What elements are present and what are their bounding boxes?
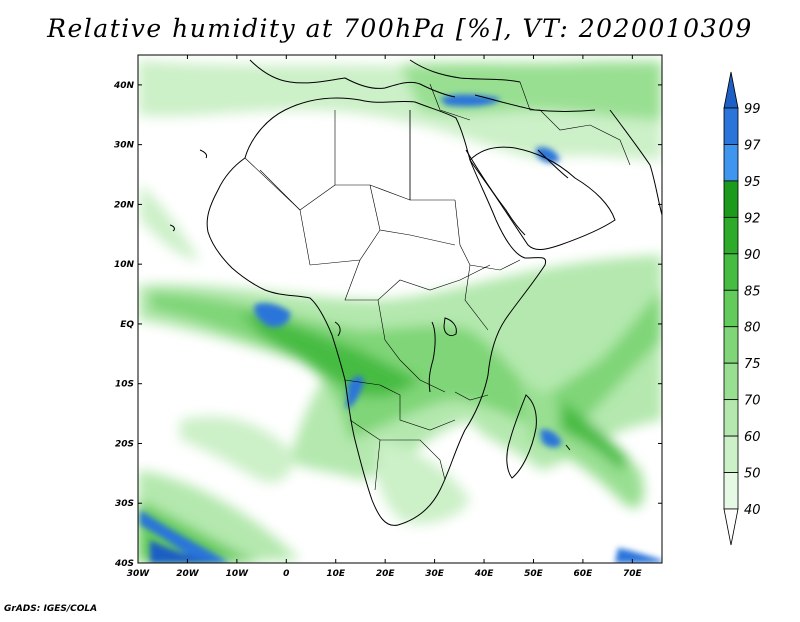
longitude-axis: 30W 20W 10W 0 10E 20E 30E 40E 50E 60E 70E [127, 55, 643, 579]
colorbar-level-label: 40 [744, 503, 761, 518]
lat-tick-label: 20N [114, 200, 135, 210]
colorbar-level-label: 70 [744, 394, 761, 409]
lon-tick-label: 10W [226, 569, 250, 579]
colorbar-swatch [723, 253, 739, 291]
colorbar-swatch [723, 107, 739, 145]
lat-tick-label: 30N [114, 141, 135, 151]
colorbar-swatch [723, 399, 739, 437]
coastlines [169, 59, 662, 526]
lon-tick-label: 40E [474, 569, 495, 579]
colorbar-swatch [723, 435, 739, 473]
colorbar-level-label: 80 [744, 321, 761, 336]
lon-tick-label: 10E [326, 569, 346, 579]
lon-tick-label: 50E [524, 569, 544, 579]
colorbar-swatch [723, 216, 739, 255]
latitude-axis: 40N 30N 20N 10N EQ 10S 20S 30S 40S [113, 81, 662, 569]
lat-tick-label: 10S [115, 380, 134, 390]
colorbar-bottom-arrow [723, 508, 739, 546]
lat-tick-label: 20S [115, 439, 134, 449]
lon-tick-label: 60E [574, 569, 594, 579]
colorbar-level-label: 99 [744, 102, 761, 117]
map-title: Relative humidity at 700hPa [%], VT: 202… [47, 14, 753, 43]
lon-tick-label: 0 [283, 569, 289, 579]
colorbar: 40 50 60 70 75 80 85 90 92 95 97 99 [723, 71, 761, 546]
lat-tick-label: 40N [113, 81, 135, 91]
lat-tick-label: 40S [114, 559, 134, 569]
map-frame [137, 54, 663, 564]
colorbar-swatch [723, 144, 739, 182]
lon-tick-label: 20E [376, 569, 396, 579]
colorbar-level-label: 50 [744, 467, 761, 482]
colorbar-level-label: 92 [744, 211, 761, 226]
lat-tick-label: 10N [114, 260, 135, 270]
colorbar-level-label: 75 [744, 357, 761, 372]
credit-text: GrADS: IGES/COLA [4, 604, 98, 614]
lon-tick-label: 70E [623, 569, 643, 579]
colorbar-level-label: 60 [744, 430, 761, 445]
colorbar-top-arrow [723, 71, 739, 109]
colorbar-level-label: 95 [744, 175, 761, 190]
country-borders [244, 81, 631, 491]
lon-tick-label: 20W [176, 569, 200, 579]
colorbar-level-label: 97 [744, 138, 761, 153]
lat-tick-label: 30S [115, 499, 134, 509]
lon-tick-label: 30W [127, 569, 151, 579]
colorbar-level-label: 90 [744, 248, 761, 263]
lon-tick-label: 30E [425, 569, 445, 579]
colorbar-swatch [723, 289, 739, 328]
colorbar-swatch [723, 326, 739, 364]
colorbar-level-label: 85 [744, 284, 761, 299]
colorbar-swatch [723, 180, 739, 218]
lat-tick-label: EQ [120, 320, 134, 330]
humidity-field [138, 55, 662, 563]
colorbar-swatch [723, 362, 739, 401]
colorbar-swatch [723, 472, 739, 510]
